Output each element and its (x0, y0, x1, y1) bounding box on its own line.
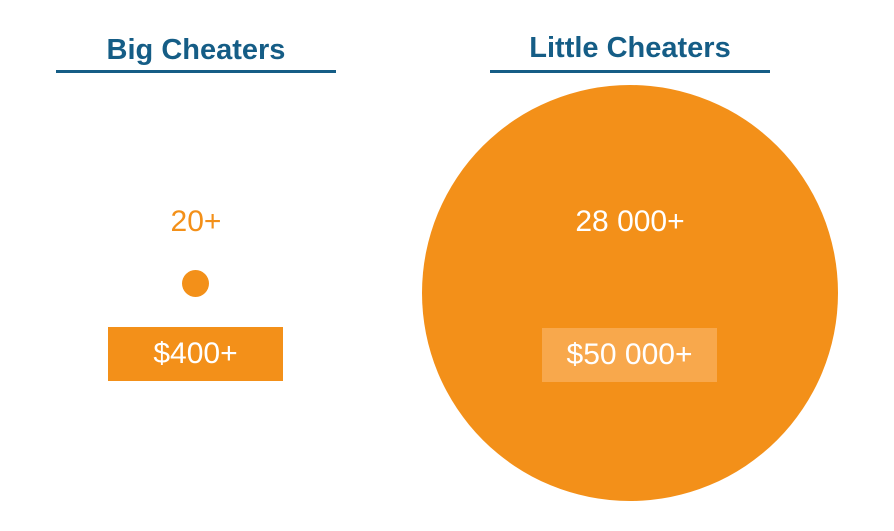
little-cheaters-count: 28 000+ (575, 205, 685, 238)
big-cheaters-title: Big Cheaters (106, 34, 286, 66)
little-cheaters-underline (490, 70, 770, 73)
big-cheaters-circle (182, 270, 209, 297)
little-cheaters-circle (422, 85, 838, 501)
little-cheaters-title: Little Cheaters (529, 32, 731, 64)
big-cheaters-count: 20+ (170, 205, 222, 238)
big-cheaters-amount-box: $400+ (108, 327, 283, 381)
big-cheaters-underline (56, 70, 336, 73)
little-cheaters-amount: $50 000+ (566, 338, 693, 371)
little-cheaters-amount-box: $50 000+ (542, 328, 717, 382)
big-cheaters-amount: $400+ (153, 337, 238, 370)
